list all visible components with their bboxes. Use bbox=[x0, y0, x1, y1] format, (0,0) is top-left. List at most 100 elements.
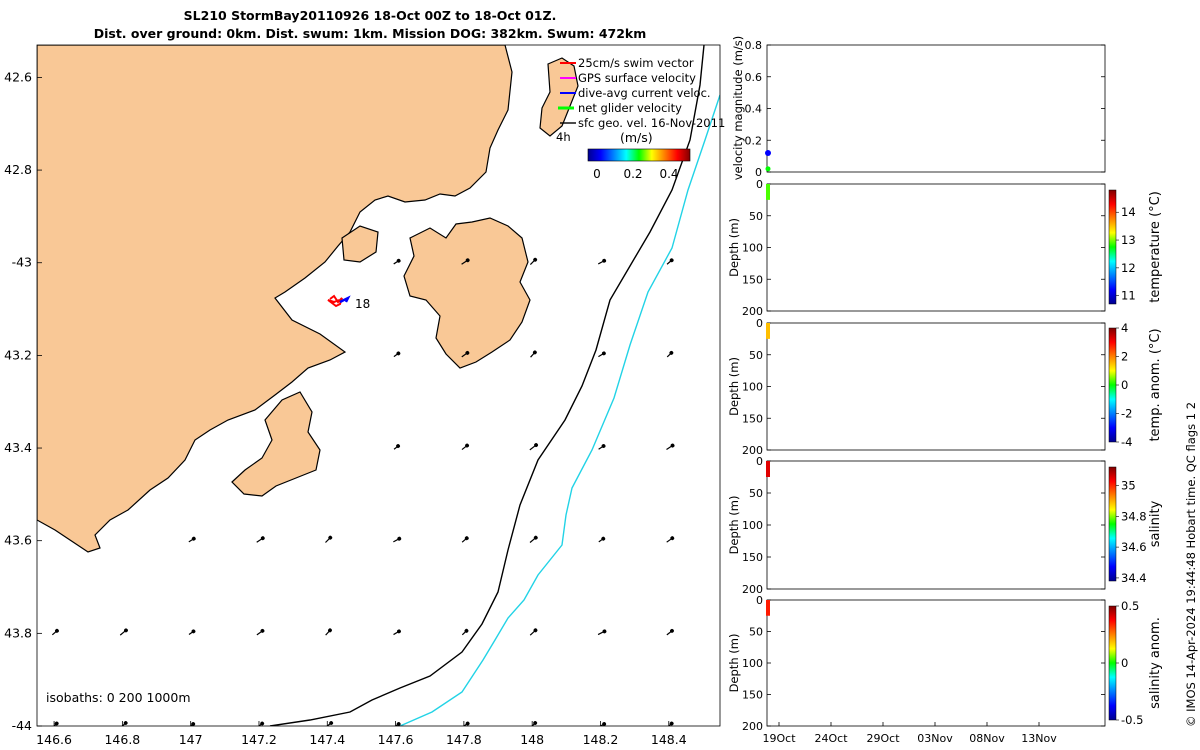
profile-panel-sal_anom: 0 50 100 150 200 Depth (m) -0.5 0 0.5 salinity an… bbox=[727, 594, 1163, 733]
map-x-tick-label: 148 bbox=[520, 732, 544, 747]
legend-label-gps: GPS surface velocity bbox=[578, 71, 696, 85]
sfc-velocity-arrow bbox=[394, 722, 401, 726]
sfc-velocity-arrow bbox=[325, 535, 333, 543]
time-tick-label: 29Oct bbox=[866, 732, 900, 745]
sfc-velocity-arrow bbox=[119, 628, 128, 636]
colorbar-salinity bbox=[1108, 466, 1117, 582]
profile-frame-temperature bbox=[766, 183, 1106, 312]
depth-tick-label: 50 bbox=[749, 210, 763, 223]
profile-frame-sal_anom bbox=[766, 599, 1106, 727]
sfc-velocity-arrow bbox=[258, 721, 265, 726]
legend-label-current: dive-avg current veloc. bbox=[578, 86, 711, 100]
map-x-tick-label: 148.2 bbox=[583, 732, 619, 747]
legend-label-sfc: sfc geo. vel. 16-Nov-2011 bbox=[578, 116, 725, 130]
depth-tick-label: 100 bbox=[742, 519, 763, 532]
sfc-velocity-arrow bbox=[530, 350, 537, 358]
colorbar-tick-label: 0.5 bbox=[1121, 599, 1139, 613]
depth-axis-label: Depth (m) bbox=[727, 496, 741, 555]
sfc-velocity-arrow bbox=[121, 721, 128, 726]
velocity-y-tick-label: 0.6 bbox=[745, 71, 763, 84]
track-red-swim bbox=[327, 294, 343, 308]
depth-tick-label: 200 bbox=[742, 305, 763, 318]
map-x-tick-label: 146.6 bbox=[36, 732, 72, 747]
colorbar-tick-label: 4 bbox=[1121, 321, 1128, 335]
depth-axis-label: Depth (m) bbox=[727, 634, 741, 693]
colorbar-tick-label: 13 bbox=[1121, 233, 1136, 247]
velocity-y-tick-label: 0 bbox=[755, 166, 762, 179]
sfc-velocity-arrow bbox=[666, 350, 674, 358]
colorbar-temp_anom bbox=[1108, 327, 1117, 443]
sfc-velocity-arrow bbox=[666, 536, 675, 543]
sfc-velocity-arrow bbox=[325, 628, 332, 636]
map-y-tick-label: 43.6 bbox=[4, 533, 32, 548]
plot-title-line1: SL210 StormBay20110926 18-Oct 00Z to 18-… bbox=[183, 8, 557, 23]
velocity-point-net bbox=[765, 166, 771, 172]
sfc-velocity-arrow bbox=[666, 258, 674, 265]
map-y-tick-label: 43.2 bbox=[4, 347, 32, 362]
map-x-tick-label: 147.8 bbox=[446, 732, 482, 747]
colorbar-title: (m/s) bbox=[620, 130, 653, 145]
depth-tick-label: 150 bbox=[742, 551, 763, 564]
velocity-panel: 0 0.2 0.4 0.6 0.8 velocity magnitude (m/s) bbox=[731, 36, 1106, 180]
copyright-note: © IMOS 14-Apr-2024 19:44:48 Hobart time.… bbox=[1184, 401, 1198, 727]
plot-title-line2: Dist. over ground: 0km. Dist. swum: 1km.… bbox=[93, 26, 647, 41]
map-y-tick-label: -43 bbox=[12, 255, 32, 270]
sfc-velocity-arrow bbox=[667, 721, 674, 726]
sfc-velocity-arrow bbox=[393, 444, 400, 450]
colorbar-tick-label: 34.6 bbox=[1121, 540, 1147, 554]
velocity-y-tick-labels: 0 0.2 0.4 0.6 0.8 bbox=[745, 39, 1105, 179]
sfc-velocity-arrow bbox=[51, 628, 59, 636]
depth-tick-label: 50 bbox=[749, 487, 763, 500]
sfc-velocity-arrow bbox=[188, 629, 196, 636]
colorbar-tick-label: -2 bbox=[1121, 407, 1132, 421]
track-label: 18 bbox=[355, 297, 370, 311]
map-legend: 25cm/s swim vector GPS surface velocity … bbox=[556, 56, 725, 181]
profile-panel-temp_anom: 0 50 100 150 200 Depth (m) -4 -2 0 2 4 temp. anom. … bbox=[727, 317, 1163, 457]
depth-tick-label: 150 bbox=[742, 273, 763, 286]
map-y-tick-label: -44 bbox=[12, 718, 32, 733]
velocity-frame bbox=[766, 44, 1106, 173]
time-tick-label: 24Oct bbox=[814, 732, 848, 745]
land-maria-island bbox=[539, 57, 579, 137]
colorbar-tick-label: 14 bbox=[1121, 205, 1136, 219]
colorbar-tick-label: 0 bbox=[1121, 378, 1128, 392]
map-x-tick-label: 147.4 bbox=[309, 732, 345, 747]
sfc-velocity-arrow bbox=[529, 535, 538, 543]
sfc-velocity-arrow bbox=[598, 536, 606, 543]
colorbar-sal_anom bbox=[1108, 605, 1117, 721]
velocity-y-tick-label: 0.8 bbox=[745, 39, 763, 52]
depth-tick-label: 0 bbox=[756, 178, 763, 191]
depth-tick-label: 100 bbox=[742, 381, 763, 394]
velocity-y-tick-label: 0.4 bbox=[745, 103, 763, 116]
sfc-velocity-arrow bbox=[326, 721, 334, 726]
sfc-velocity-arrow bbox=[393, 258, 401, 265]
time-x-tick-labels: 19Oct 24Oct 29Oct 03Nov 08Nov 13Nov bbox=[762, 722, 1057, 745]
sfc-velocity-arrow bbox=[666, 628, 674, 636]
map-y-tick-label: 42.6 bbox=[4, 69, 32, 84]
colorbar-tick-label: 2 bbox=[1121, 350, 1128, 364]
map-colorbar bbox=[587, 148, 691, 162]
profile-bar-sal_anom bbox=[766, 600, 770, 616]
isobaths-label: isobaths: 0 200 1000m bbox=[46, 690, 191, 705]
profile-panel-temperature: 0 50 100 150 200 Depth (m) 11 12 13 14 temperature… bbox=[727, 178, 1163, 318]
profile-frame-salinity bbox=[766, 460, 1106, 590]
time-tick-label: 08Nov bbox=[969, 732, 1005, 745]
sfc-velocity-arrow bbox=[529, 257, 538, 265]
sfc-velocity-arrow bbox=[461, 443, 469, 451]
map-x-tick-label: 148.4 bbox=[651, 732, 687, 747]
sfc-velocity-arrow bbox=[531, 721, 538, 726]
depth-tick-label: 50 bbox=[749, 349, 763, 362]
sfc-velocity-arrow bbox=[666, 443, 675, 451]
sfc-velocity-arrow bbox=[461, 628, 469, 636]
track-blue-current bbox=[339, 295, 351, 304]
depth-tick-label: 100 bbox=[742, 242, 763, 255]
colorbar-label-salinity: salinity bbox=[1148, 500, 1163, 547]
colorbar-tick-label: 11 bbox=[1121, 289, 1136, 303]
sfc-velocity-arrow bbox=[461, 258, 470, 265]
sfc-velocity-arrow bbox=[462, 721, 470, 726]
sfc-velocity-arrow bbox=[597, 258, 607, 265]
depth-tick-label: 100 bbox=[742, 657, 763, 670]
profile-bar-temperature bbox=[766, 184, 770, 200]
land-island-middle bbox=[341, 225, 379, 263]
